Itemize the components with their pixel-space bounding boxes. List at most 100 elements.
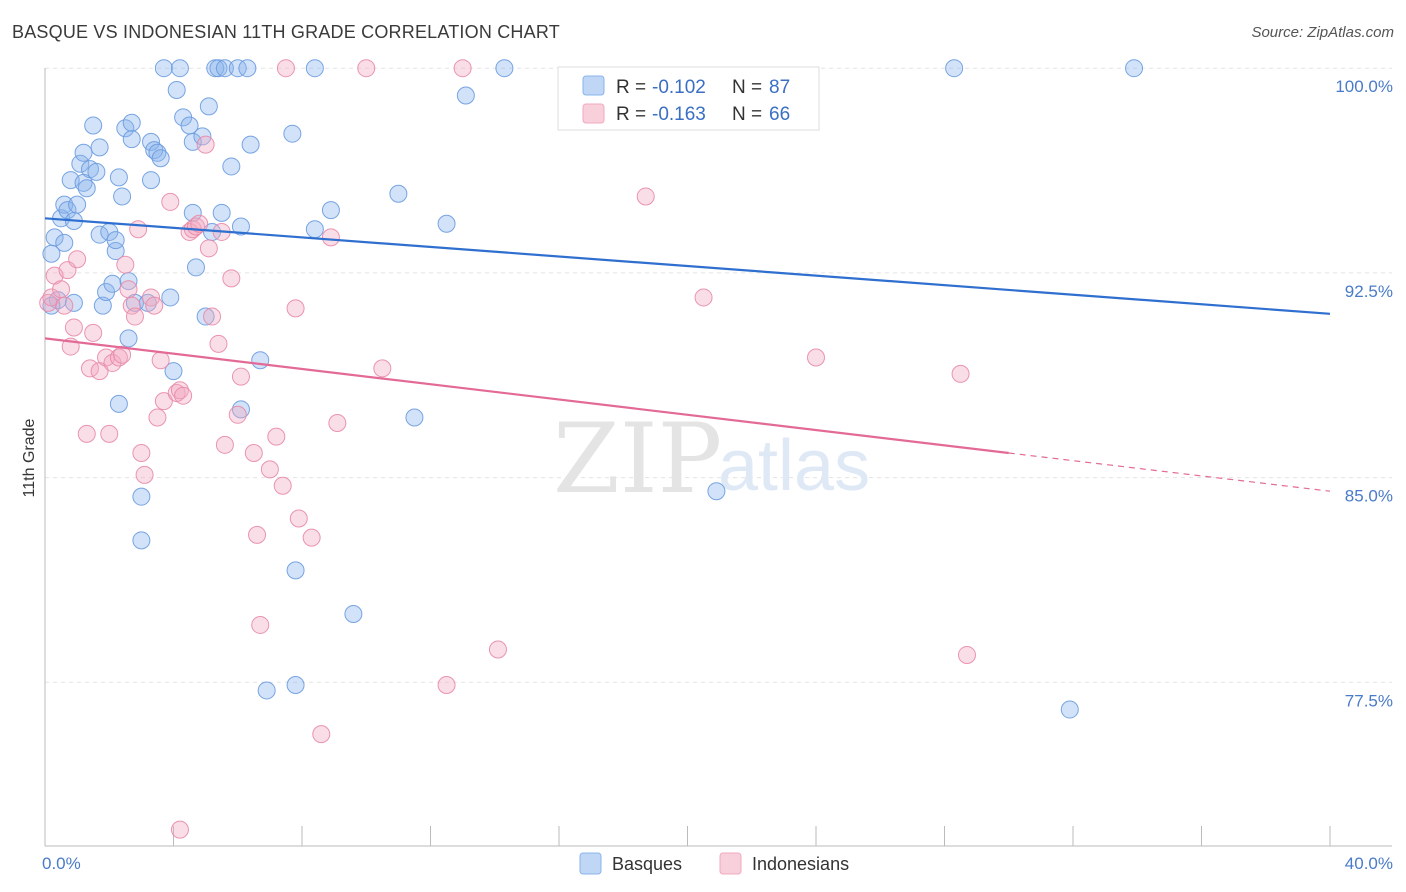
- data-point-indonesians: [125, 307, 144, 326]
- legend-r-label: R =: [616, 77, 646, 98]
- data-point-indonesians: [488, 640, 507, 659]
- watermark-zip: ZIP: [553, 403, 722, 515]
- data-point-basques: [45, 228, 64, 247]
- legend-r-label: R =: [616, 104, 646, 125]
- data-point-indonesians: [154, 392, 173, 411]
- data-point-basques: [106, 242, 125, 261]
- data-point-basques: [251, 351, 270, 370]
- data-point-indonesians: [357, 59, 376, 78]
- data-point-basques: [209, 59, 228, 78]
- data-point-basques: [228, 59, 247, 78]
- y-axis-title: 11th Grade: [21, 418, 38, 497]
- data-point-indonesians: [276, 59, 295, 78]
- data-point-indonesians: [113, 345, 132, 364]
- bottom-legend-swatch-indonesians: [719, 852, 742, 875]
- bottom-legend-label-basques: Basques: [612, 854, 682, 874]
- legend-swatch-indonesians: [582, 103, 605, 124]
- data-point-basques: [405, 408, 424, 427]
- data-point-indonesians: [209, 334, 228, 353]
- data-point-basques: [238, 59, 257, 78]
- data-point-basques: [93, 296, 112, 315]
- data-point-basques: [241, 135, 260, 154]
- data-point-indonesians: [122, 296, 141, 315]
- data-point-indonesians: [807, 348, 825, 367]
- data-point-basques: [945, 59, 964, 78]
- data-point-basques: [113, 187, 132, 206]
- y-tick-label: 100.0%: [1335, 77, 1393, 96]
- data-point-indonesians: [196, 135, 215, 154]
- data-point-basques: [231, 400, 250, 419]
- data-point-indonesians: [170, 820, 189, 839]
- data-point-indonesians: [957, 645, 976, 664]
- data-point-basques: [456, 86, 475, 105]
- data-point-basques: [77, 179, 96, 198]
- data-point-basques: [286, 675, 305, 694]
- data-point-basques: [183, 203, 202, 222]
- data-point-indonesians: [151, 351, 170, 370]
- data-point-indonesians: [302, 528, 321, 547]
- data-point-basques: [106, 231, 125, 250]
- data-point-basques: [84, 116, 103, 135]
- data-point-indonesians: [119, 280, 138, 299]
- data-point-indonesians: [132, 444, 151, 462]
- data-point-indonesians: [244, 444, 263, 462]
- data-point-basques: [161, 288, 180, 307]
- data-point-basques: [148, 143, 167, 162]
- data-point-indonesians: [203, 307, 222, 326]
- data-point-indonesians: [135, 465, 154, 484]
- trend-lines: [44, 217, 1331, 492]
- data-point-indonesians: [161, 192, 180, 211]
- data-point-indonesians: [231, 367, 250, 386]
- data-point-indonesians: [100, 424, 119, 443]
- data-point-basques: [286, 561, 305, 580]
- legend-n-label: N =: [732, 104, 762, 125]
- data-point-indonesians: [199, 239, 218, 258]
- data-point-indonesians: [55, 296, 74, 315]
- legend-swatch-basques: [582, 75, 605, 96]
- data-point-basques: [305, 59, 324, 78]
- data-point-indonesians: [222, 269, 241, 288]
- data-point-indonesians: [52, 280, 71, 299]
- data-point-indonesians: [273, 476, 292, 495]
- bottom-legend: Basques Indonesians: [579, 852, 849, 875]
- data-point-indonesians: [77, 424, 96, 443]
- trend-line-indonesians: [44, 337, 1009, 455]
- data-point-basques: [215, 59, 234, 78]
- data-point-basques: [122, 130, 141, 149]
- data-point-basques: [58, 201, 77, 220]
- data-point-basques: [186, 258, 205, 277]
- data-point-basques: [196, 307, 215, 326]
- x-tick-label: 0.0%: [42, 854, 81, 873]
- data-point-basques: [55, 195, 74, 214]
- data-point-basques: [55, 233, 74, 252]
- y-tick-label: 85.0%: [1345, 487, 1393, 506]
- data-point-basques: [305, 220, 324, 239]
- data-point-basques: [222, 157, 241, 176]
- legend: R = -0.102 N = 87 R = -0.163 N = 66: [557, 66, 820, 131]
- data-point-basques: [132, 531, 151, 550]
- data-point-indonesians: [148, 408, 167, 427]
- data-point-indonesians: [248, 525, 267, 544]
- source-label: Source: ZipAtlas.com: [1251, 24, 1394, 41]
- data-points: [39, 59, 1144, 839]
- data-point-basques: [119, 329, 138, 348]
- data-point-indonesians: [267, 427, 286, 446]
- data-point-indonesians: [109, 348, 128, 367]
- chart-title: BASQUE VS INDONESIAN 11TH GRADE CORRELAT…: [12, 22, 560, 42]
- data-point-basques: [199, 97, 218, 116]
- trend-line-basques: [44, 217, 1331, 315]
- data-point-basques: [154, 59, 173, 78]
- data-point-basques: [344, 605, 363, 624]
- y-tick-label: 77.5%: [1345, 691, 1393, 710]
- data-point-indonesians: [636, 187, 655, 206]
- watermark-atlas: atlas: [718, 426, 870, 506]
- data-point-basques: [437, 214, 456, 233]
- data-point-indonesians: [64, 318, 83, 337]
- data-point-indonesians: [328, 413, 347, 432]
- data-point-basques: [257, 681, 276, 700]
- data-point-indonesians: [453, 59, 472, 78]
- axes: [44, 68, 1392, 847]
- data-point-indonesians: [251, 615, 270, 634]
- data-point-basques: [170, 59, 189, 78]
